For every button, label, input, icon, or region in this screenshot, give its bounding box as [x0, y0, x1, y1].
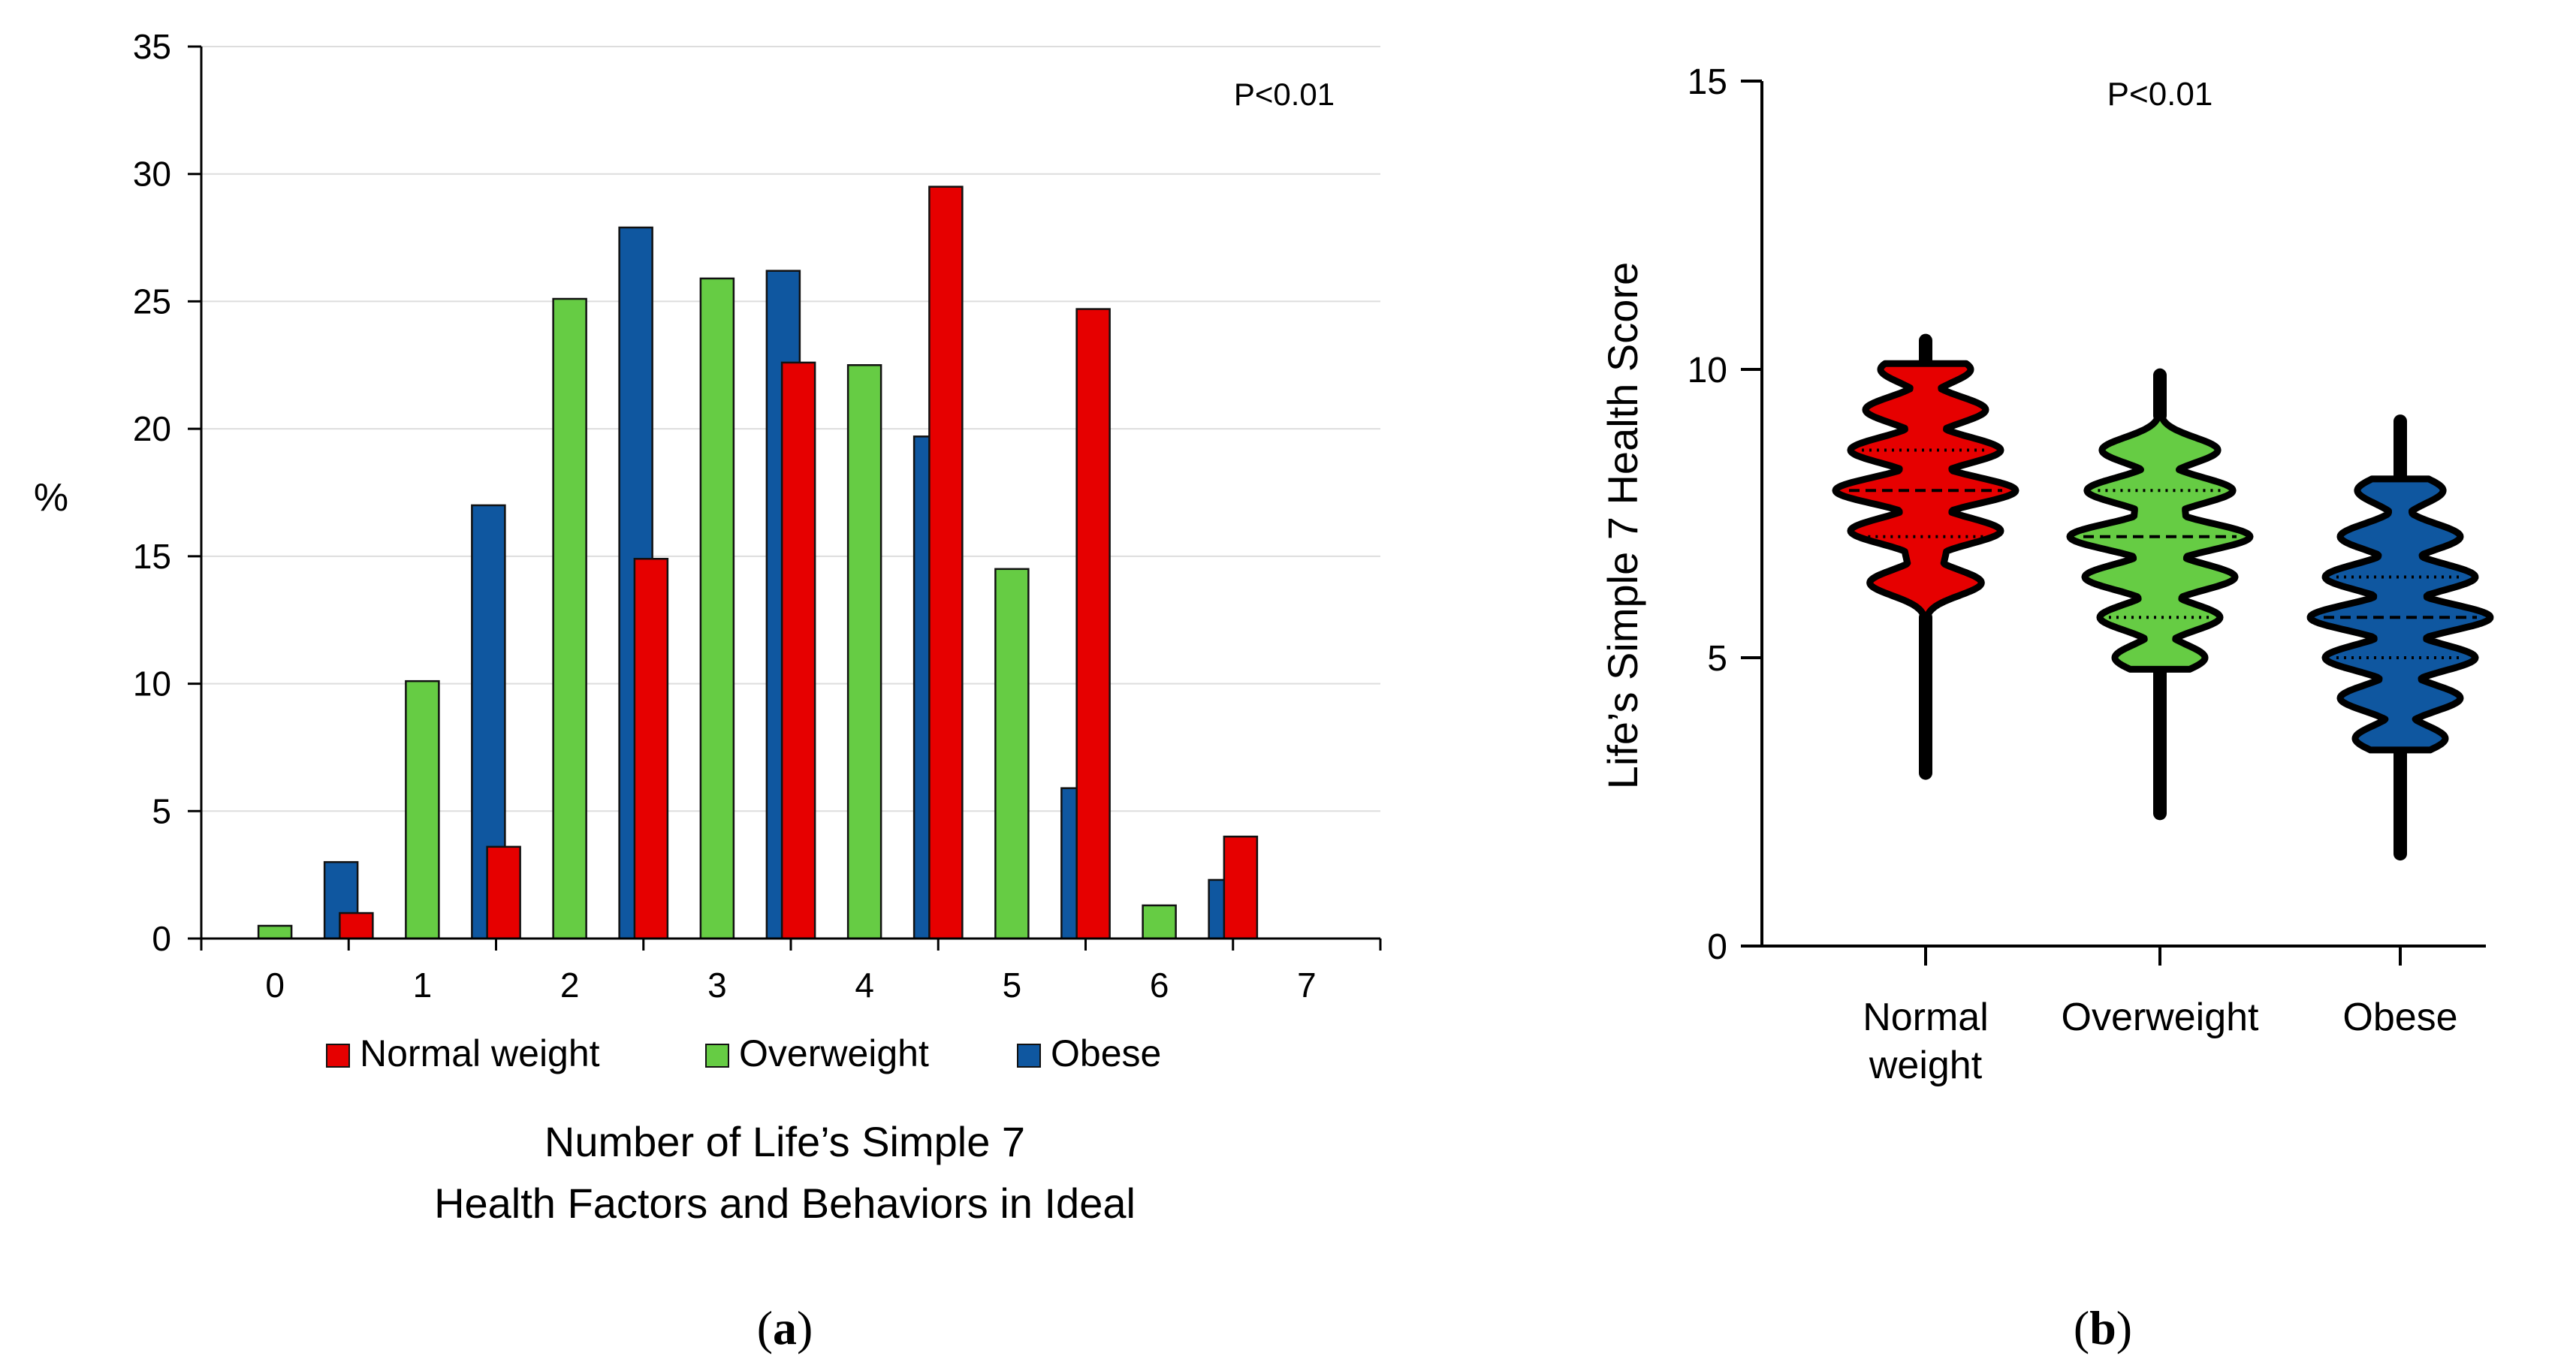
- bar-overweight: [994, 568, 1030, 940]
- x-tick-label: Normal: [1863, 996, 1989, 1039]
- x-tick-label: Overweight: [2062, 996, 2260, 1039]
- legend-label: Obese: [1051, 1032, 1161, 1074]
- y-tick-label: 10: [1688, 351, 1727, 390]
- y-tick-label: 0: [152, 919, 171, 958]
- x-tick-label: 5: [1003, 966, 1022, 1005]
- panel-label-a: (a): [757, 1301, 813, 1354]
- bar-overweight: [552, 297, 587, 940]
- legend-swatch: [705, 1044, 729, 1068]
- bar-normal-weight: [780, 361, 816, 940]
- bar-normal-weight: [928, 185, 964, 940]
- legend-label: Normal weight: [360, 1032, 600, 1074]
- bar-overweight: [405, 679, 440, 940]
- y-tick-label: 5: [1707, 639, 1727, 679]
- y-tick-label: 0: [1707, 927, 1727, 967]
- chart-a-ylabel: %: [34, 476, 68, 520]
- y-tick-label: 5: [152, 791, 171, 830]
- chart-a-annotation: P<0.01: [1234, 77, 1335, 112]
- x-tick-label: 7: [1297, 966, 1317, 1005]
- legend-swatch: [1017, 1044, 1041, 1068]
- bar-normal-weight: [486, 845, 521, 940]
- y-tick-label: 15: [1688, 62, 1727, 102]
- x-tick-label: 6: [1150, 966, 1169, 1005]
- y-tick-label: 30: [133, 155, 171, 194]
- x-tick-label: Obese: [2342, 996, 2457, 1039]
- violin-body: [2066, 411, 2254, 673]
- bar-overweight: [846, 364, 882, 940]
- x-tick-label: 4: [855, 966, 874, 1005]
- bar-overweight: [257, 924, 293, 940]
- bar-normal-weight: [1223, 835, 1259, 940]
- panel-label-b: (b): [2074, 1301, 2132, 1354]
- chart-a: 0 5 10 15 20 25 30 35 0 1 2 3 4 5 6 7 Normal weight Overw…: [133, 27, 1382, 1074]
- x-tick-label: 3: [707, 966, 727, 1005]
- chart-a-xlabel-line2: Health Factors and Behaviors in Ideal: [434, 1180, 1136, 1227]
- bar-overweight: [1142, 904, 1177, 940]
- legend-swatch: [326, 1044, 350, 1068]
- chart-b-ylabel: Life’s Simple 7 Health Score: [1599, 262, 1646, 789]
- legend-label: Overweight: [739, 1032, 929, 1074]
- bar-normal-weight: [339, 911, 374, 940]
- bar-normal-weight: [633, 558, 669, 940]
- x-tick-label: 2: [560, 966, 580, 1005]
- x-tick-label: 1: [413, 966, 433, 1005]
- y-tick-label: 10: [133, 664, 171, 704]
- y-tick-label: 15: [133, 537, 171, 576]
- y-tick-label: 35: [133, 27, 171, 66]
- chart-b: 0 5 10 15 Normal weight Overweight Obese: [1688, 62, 2494, 1087]
- violin-body: [2306, 475, 2494, 754]
- bar-normal-weight: [1075, 308, 1111, 940]
- chart-b-annotation: P<0.01: [2107, 76, 2213, 113]
- y-tick-label: 20: [133, 409, 171, 448]
- x-tick-label: weight: [1869, 1044, 1983, 1087]
- chart-a-xlabel-line1: Number of Life’s Simple 7: [544, 1118, 1025, 1165]
- y-tick-label: 25: [133, 282, 171, 321]
- x-tick-label: 0: [265, 966, 285, 1005]
- bar-overweight: [699, 277, 735, 940]
